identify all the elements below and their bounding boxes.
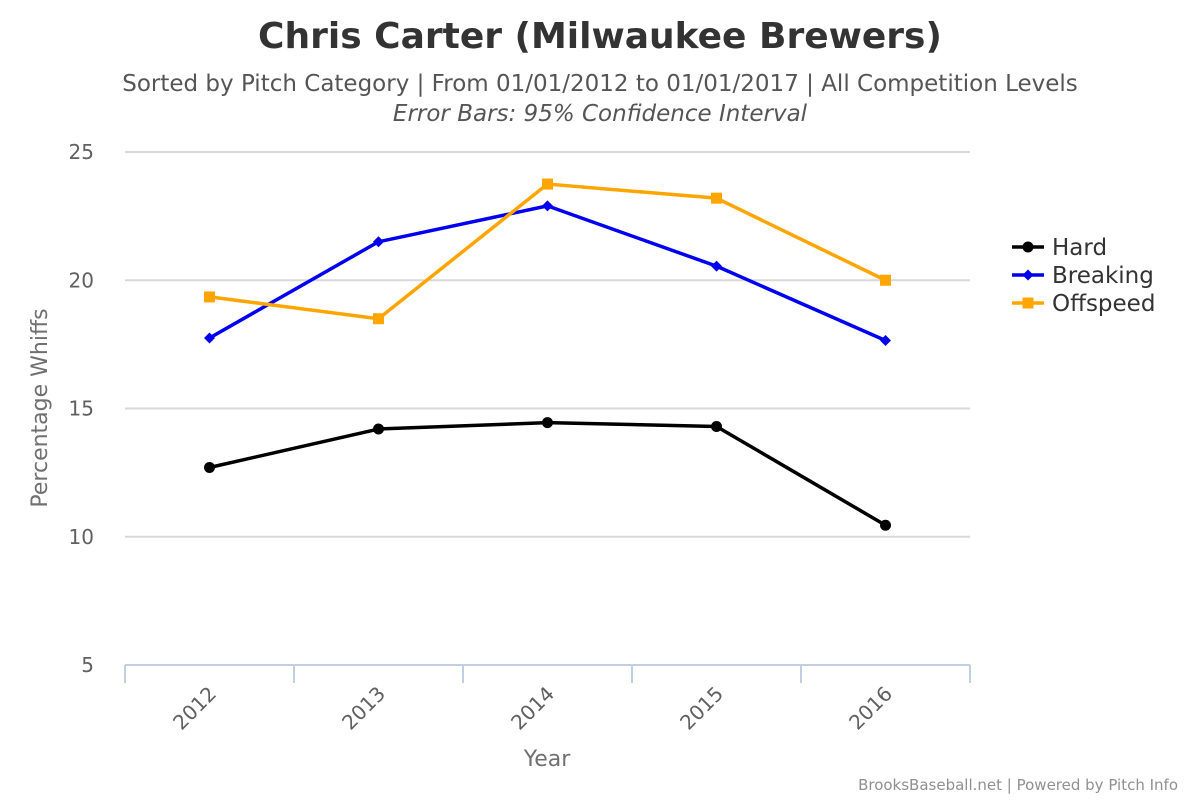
credits[interactable]: BrooksBaseball.net | Powered by Pitch In… bbox=[858, 776, 1178, 794]
y-tick-label: 25 bbox=[69, 140, 94, 164]
x-axis bbox=[124, 664, 971, 683]
data-point-hard[interactable] bbox=[373, 423, 384, 435]
y-tick-label: 5 bbox=[81, 653, 94, 677]
legend-marker-hard bbox=[1022, 241, 1034, 253]
data-point-offspeed[interactable] bbox=[880, 274, 891, 286]
legend-marker-breaking bbox=[1022, 269, 1034, 281]
x-axis-title: Year bbox=[523, 747, 572, 772]
legend-item-breaking[interactable]: Breaking bbox=[1012, 263, 1154, 289]
legend-item-hard[interactable]: Hard bbox=[1012, 235, 1107, 261]
legend-item-offspeed[interactable]: Offspeed bbox=[1012, 291, 1155, 317]
data-point-offspeed[interactable] bbox=[373, 313, 384, 325]
series-line-breaking bbox=[207, 204, 888, 343]
chart-title: Chris Carter (Milwaukee Brewers) bbox=[258, 16, 942, 57]
y-tick-label: 20 bbox=[69, 268, 94, 292]
series-offspeed bbox=[204, 178, 891, 325]
data-point-offspeed[interactable] bbox=[204, 291, 215, 303]
grid-lines bbox=[125, 151, 970, 538]
y-tick-label: 10 bbox=[69, 525, 94, 549]
data-point-breaking[interactable] bbox=[542, 200, 553, 212]
x-tick-label: 2013 bbox=[337, 682, 390, 735]
data-point-hard[interactable] bbox=[880, 519, 891, 531]
legend-marker-offspeed bbox=[1022, 297, 1034, 309]
data-point-hard[interactable] bbox=[204, 461, 215, 473]
data-point-breaking[interactable] bbox=[204, 332, 215, 344]
series-breaking bbox=[204, 200, 891, 347]
chart-subtitle: Sorted by Pitch Category | From 01/01/20… bbox=[122, 71, 1078, 97]
y-axis-ticks: 5 10 15 20 25 bbox=[69, 140, 94, 677]
data-point-offspeed[interactable] bbox=[711, 192, 722, 204]
x-tick-label: 2012 bbox=[168, 682, 221, 735]
x-tick-label: 2016 bbox=[844, 682, 897, 735]
series-hard bbox=[204, 417, 891, 531]
x-tick-label: 2015 bbox=[675, 682, 728, 735]
data-point-hard[interactable] bbox=[711, 420, 722, 432]
y-tick-label: 15 bbox=[69, 397, 94, 421]
chart-subtitle-error-bars: Error Bars: 95% Confidence Interval bbox=[393, 101, 808, 127]
series-line-hard bbox=[207, 420, 888, 527]
data-point-offspeed[interactable] bbox=[542, 178, 553, 190]
legend-label-offspeed: Offspeed bbox=[1052, 291, 1155, 317]
data-point-breaking[interactable] bbox=[373, 236, 384, 248]
x-tick-label: 2014 bbox=[506, 682, 559, 735]
legend-label-breaking: Breaking bbox=[1052, 263, 1154, 289]
y-axis-title: Percentage Whiffs bbox=[28, 308, 53, 507]
legend-label-hard: Hard bbox=[1052, 235, 1107, 261]
data-point-hard[interactable] bbox=[542, 417, 553, 429]
data-point-breaking[interactable] bbox=[711, 260, 722, 272]
series-lines bbox=[204, 178, 891, 531]
data-point-breaking[interactable] bbox=[880, 335, 891, 347]
x-axis-ticks: 2012 2013 2014 2015 2016 bbox=[168, 682, 897, 735]
